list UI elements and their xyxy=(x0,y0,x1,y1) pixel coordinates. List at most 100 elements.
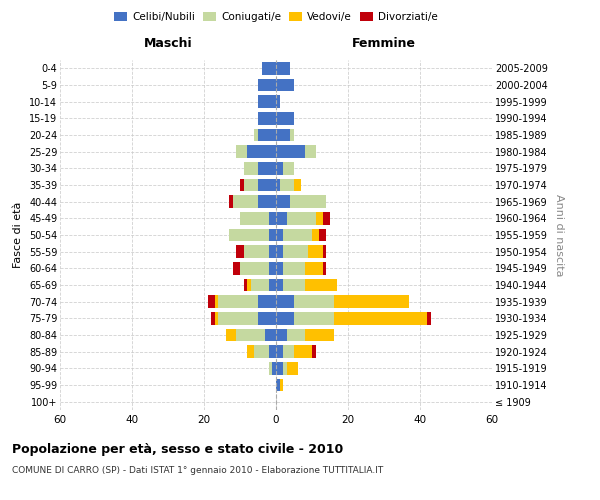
Bar xyxy=(254,346,269,358)
Bar xyxy=(276,129,290,141)
Y-axis label: Anni di nascita: Anni di nascita xyxy=(554,194,565,276)
Bar xyxy=(233,196,258,208)
Bar xyxy=(276,379,280,391)
Bar xyxy=(226,329,236,341)
Bar xyxy=(305,329,334,341)
Bar xyxy=(272,362,276,374)
Bar xyxy=(283,279,305,291)
Bar xyxy=(269,362,272,374)
Bar xyxy=(305,279,337,291)
Legend: Celibi/Nubili, Coniugati/e, Vedovi/e, Divorziati/e: Celibi/Nubili, Coniugati/e, Vedovi/e, Di… xyxy=(110,8,442,26)
Bar xyxy=(305,146,316,158)
Bar xyxy=(247,146,276,158)
Bar xyxy=(276,346,283,358)
Bar xyxy=(294,179,301,192)
Bar xyxy=(247,279,251,291)
Bar xyxy=(276,279,283,291)
Text: Maschi: Maschi xyxy=(143,37,193,50)
Bar xyxy=(233,262,240,274)
Bar xyxy=(276,212,287,224)
Bar xyxy=(218,296,258,308)
Bar xyxy=(276,262,283,274)
Bar xyxy=(283,346,294,358)
Bar xyxy=(258,179,276,192)
Bar xyxy=(276,79,294,92)
Bar xyxy=(283,162,294,174)
Bar xyxy=(294,296,334,308)
Bar xyxy=(287,212,316,224)
Bar xyxy=(323,262,326,274)
Bar xyxy=(276,362,283,374)
Bar xyxy=(269,229,276,241)
Bar xyxy=(244,179,258,192)
Bar xyxy=(323,246,326,258)
Bar xyxy=(283,246,308,258)
Bar xyxy=(244,162,258,174)
Bar xyxy=(258,112,276,124)
Bar xyxy=(334,312,427,324)
Bar xyxy=(240,212,269,224)
Bar xyxy=(312,346,316,358)
Bar xyxy=(294,346,312,358)
Bar xyxy=(427,312,431,324)
Bar xyxy=(269,212,276,224)
Bar xyxy=(334,296,409,308)
Bar xyxy=(283,362,287,374)
Bar xyxy=(269,279,276,291)
Bar xyxy=(229,229,269,241)
Bar xyxy=(283,262,305,274)
Bar xyxy=(276,229,283,241)
Bar xyxy=(258,129,276,141)
Bar xyxy=(276,179,280,192)
Bar xyxy=(258,312,276,324)
Bar xyxy=(276,312,294,324)
Bar xyxy=(319,229,326,241)
Bar xyxy=(276,146,305,158)
Bar xyxy=(280,379,283,391)
Bar xyxy=(244,279,247,291)
Bar xyxy=(229,196,233,208)
Bar xyxy=(316,212,323,224)
Bar xyxy=(258,96,276,108)
Bar xyxy=(276,62,290,74)
Bar xyxy=(294,312,334,324)
Bar xyxy=(236,329,265,341)
Bar xyxy=(244,246,269,258)
Bar xyxy=(276,96,280,108)
Bar xyxy=(280,179,294,192)
Bar xyxy=(258,162,276,174)
Bar xyxy=(276,162,283,174)
Bar xyxy=(247,346,254,358)
Bar xyxy=(290,196,326,208)
Text: COMUNE DI CARRO (SP) - Dati ISTAT 1° gennaio 2010 - Elaborazione TUTTITALIA.IT: COMUNE DI CARRO (SP) - Dati ISTAT 1° gen… xyxy=(12,466,383,475)
Bar xyxy=(265,329,276,341)
Bar xyxy=(211,312,215,324)
Bar xyxy=(276,329,287,341)
Bar xyxy=(240,179,244,192)
Bar xyxy=(254,129,258,141)
Bar xyxy=(218,312,258,324)
Bar xyxy=(258,196,276,208)
Bar xyxy=(269,246,276,258)
Bar xyxy=(236,246,244,258)
Bar xyxy=(276,196,290,208)
Bar xyxy=(290,129,294,141)
Bar xyxy=(240,262,269,274)
Bar xyxy=(258,296,276,308)
Bar xyxy=(276,246,283,258)
Bar xyxy=(262,62,276,74)
Bar xyxy=(308,246,323,258)
Bar xyxy=(287,329,305,341)
Bar xyxy=(305,262,323,274)
Bar xyxy=(215,312,218,324)
Bar xyxy=(215,296,218,308)
Bar xyxy=(323,212,330,224)
Text: Femmine: Femmine xyxy=(352,37,416,50)
Text: Popolazione per età, sesso e stato civile - 2010: Popolazione per età, sesso e stato civil… xyxy=(12,442,343,456)
Y-axis label: Fasce di età: Fasce di età xyxy=(13,202,23,268)
Bar xyxy=(312,229,319,241)
Bar xyxy=(258,79,276,92)
Bar xyxy=(276,112,294,124)
Bar xyxy=(287,362,298,374)
Bar xyxy=(269,346,276,358)
